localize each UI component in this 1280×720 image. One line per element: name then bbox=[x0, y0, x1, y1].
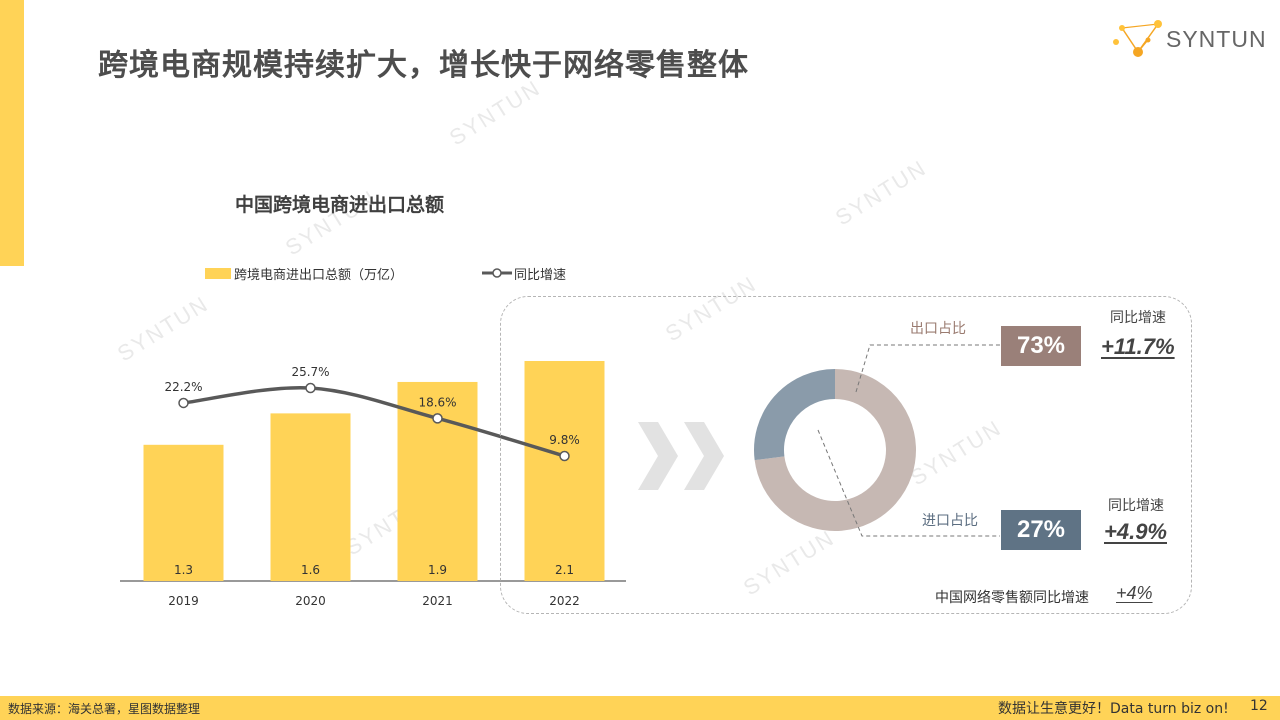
growth-value-label: 25.7% bbox=[291, 365, 329, 379]
x-tick-label: 2020 bbox=[295, 594, 326, 608]
growth-point bbox=[305, 382, 316, 394]
donut-slice bbox=[754, 369, 836, 461]
growth-value-label: 22.2% bbox=[164, 380, 202, 394]
footer: 数据来源：海关总署，星图数据整理 数据让生意更好！Data turn biz o… bbox=[0, 696, 1280, 720]
page-title: 跨境电商规模持续扩大，增长快于网络零售整体 bbox=[98, 48, 749, 83]
online-retail-label: 中国网络零售额同比增速 bbox=[935, 590, 1089, 606]
export-yoy-label: 同比增速 bbox=[1110, 310, 1166, 326]
online-retail-value: +4% bbox=[1116, 583, 1153, 603]
bar-value-label: 2.1 bbox=[555, 563, 574, 577]
slogan: 数据让生意更好！Data turn biz on! bbox=[998, 701, 1229, 717]
bar-line-chart: 1.3 2019 1.6 2020 1.9 2021 2.1 2022 22.2% 25.7% 18… bbox=[120, 361, 626, 608]
x-tick-label: 2019 bbox=[168, 594, 199, 608]
syntun-logo-icon bbox=[1113, 20, 1162, 57]
legend-bar-label: 跨境电商进出口总额（万亿） bbox=[234, 268, 404, 283]
legend-bar-swatch bbox=[205, 268, 231, 279]
bar bbox=[270, 413, 351, 581]
page-number: 12 bbox=[1250, 698, 1268, 714]
accent-bar bbox=[0, 0, 24, 266]
brand-name: SYNTUN bbox=[1166, 26, 1267, 52]
bar-value-label: 1.3 bbox=[174, 563, 193, 577]
bar-value-label: 1.6 bbox=[301, 563, 320, 577]
import-share-badge: 27% bbox=[1001, 510, 1081, 550]
x-tick-label: 2022 bbox=[549, 594, 580, 608]
bar bbox=[143, 444, 224, 581]
share-donut-chart bbox=[754, 369, 916, 531]
x-tick-label: 2021 bbox=[422, 594, 453, 608]
growth-point bbox=[432, 413, 443, 424]
data-source: 数据来源：海关总署，星图数据整理 bbox=[8, 702, 201, 716]
chevron-right-icon bbox=[638, 422, 724, 490]
growth-line bbox=[183, 385, 565, 458]
growth-value-label: 18.6% bbox=[418, 395, 456, 409]
growth-point bbox=[559, 450, 570, 462]
export-yoy-value: +11.7% bbox=[1101, 334, 1175, 359]
watermark: SYNTUN bbox=[444, 74, 546, 151]
import-share-label: 进口占比 bbox=[922, 513, 978, 529]
growth-value-label: 9.8% bbox=[549, 433, 580, 447]
import-yoy-label: 同比增速 bbox=[1108, 498, 1164, 514]
growth-point bbox=[178, 397, 189, 409]
bar bbox=[524, 361, 605, 581]
export-share-badge: 73% bbox=[1001, 326, 1081, 366]
legend-line-icon bbox=[482, 268, 512, 278]
import-yoy-value: +4.9% bbox=[1104, 519, 1167, 544]
share-panel bbox=[500, 296, 1192, 614]
legend-line-label: 同比增速 bbox=[514, 268, 567, 283]
watermark: SYNTUN bbox=[830, 154, 932, 231]
chart-title: 中国跨境电商进出口总额 bbox=[235, 194, 445, 216]
export-share-label: 出口占比 bbox=[910, 321, 966, 337]
bar-value-label: 1.9 bbox=[428, 563, 447, 577]
